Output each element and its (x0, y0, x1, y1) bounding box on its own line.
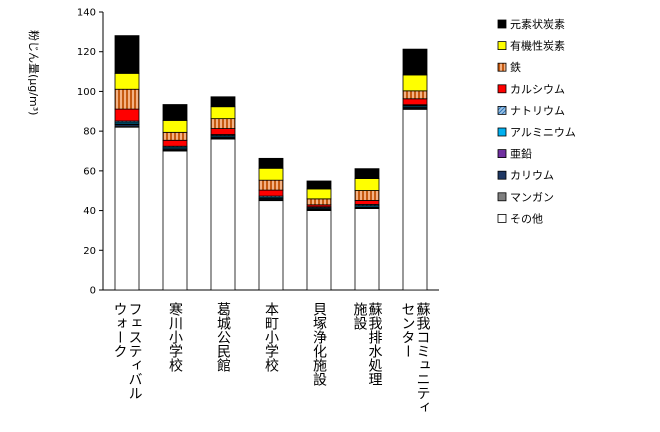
bar-segment (210, 96, 236, 108)
bar-segment (114, 108, 140, 122)
legend-swatch (497, 149, 507, 159)
legend-label: アルミニウム (510, 126, 576, 139)
legend-label: 亜鉛 (510, 147, 532, 161)
bar-segment (354, 208, 380, 291)
legend-swatch (497, 84, 507, 94)
bar-segment (258, 189, 284, 197)
bar-segment (402, 48, 428, 76)
bar-segment (114, 72, 140, 90)
bar-segment (210, 128, 236, 135)
legend-swatch (497, 127, 507, 137)
bar-segment (210, 106, 236, 120)
y-tick-label: 40 (83, 206, 96, 217)
category-label: ウォーク (112, 302, 128, 358)
bar-segment (114, 88, 140, 110)
bars (114, 35, 428, 291)
bar-segment (306, 180, 332, 190)
legend-swatch (497, 170, 507, 180)
bar-segment (354, 200, 380, 205)
category-label: 蘇我コミュニティ (415, 302, 431, 414)
y-tick-label: 140 (77, 8, 96, 19)
bar-segment (162, 104, 188, 121)
legend-label: マンガン (510, 191, 554, 204)
bar-segment (114, 126, 140, 291)
bar-segment (354, 178, 380, 191)
bar-segment (402, 90, 428, 100)
y-tick-label: 120 (77, 47, 96, 58)
legend-label: 鉄 (510, 60, 521, 74)
category-label: 貝塚浄化施設 (311, 302, 327, 386)
legend-label: 有機性炭素 (510, 39, 565, 53)
legend-label: カリウム (510, 169, 554, 182)
legend-label: その他 (510, 212, 543, 225)
bar-segment (258, 157, 284, 169)
bar-segment (162, 139, 188, 147)
legend-label: カルシウム (510, 83, 565, 96)
bar-segment (210, 138, 236, 291)
bar-segment (402, 74, 428, 92)
bar-segment (162, 131, 188, 141)
bar-segment (162, 150, 188, 291)
category-label: センター (400, 302, 416, 358)
bar-segment (402, 98, 428, 106)
category-label: 蘇我排水処理 (367, 302, 383, 386)
y-axis-title: 粉じん量(μg/m³) (27, 30, 40, 115)
legend-swatch (497, 62, 507, 72)
bar-segment (306, 210, 332, 291)
legend-swatch (497, 192, 507, 202)
legend-swatch (497, 106, 507, 115)
bar-segment (354, 168, 380, 180)
legend-swatch (497, 213, 507, 223)
y-ticks: 0 20 40 60 80 100 120 140 (77, 8, 103, 297)
category-label: 本町小学校 (263, 302, 279, 372)
bar-segment (354, 190, 380, 201)
y-tick-label: 60 (83, 166, 96, 177)
legend-label: 元素状炭素 (510, 17, 565, 31)
y-tick-label: 20 (83, 246, 96, 257)
bar-segment (258, 167, 284, 181)
y-tick-label: 80 (83, 127, 96, 138)
bar-segment (258, 179, 284, 191)
legend-swatch (497, 41, 507, 50)
category-label: フェスティバル (127, 302, 143, 400)
y-tick-label: 0 (90, 286, 96, 297)
legend-label: ナトリウム (510, 104, 565, 117)
y-axis-label: 粉じん量(μg/m³) (27, 30, 40, 115)
bar-segment (114, 35, 140, 74)
bar-segment (162, 120, 188, 133)
bar-segment (210, 118, 236, 129)
category-label: 施設 (352, 302, 368, 330)
category-label: 寒川小学校 (167, 301, 183, 372)
bar-segment (258, 200, 284, 291)
bar-segment (306, 198, 332, 206)
legend-swatch (497, 19, 507, 29)
y-tick-label: 100 (77, 87, 96, 98)
bar-segment (306, 188, 332, 200)
bar-segment (402, 108, 428, 291)
category-label: 葛城公民館 (215, 302, 231, 372)
